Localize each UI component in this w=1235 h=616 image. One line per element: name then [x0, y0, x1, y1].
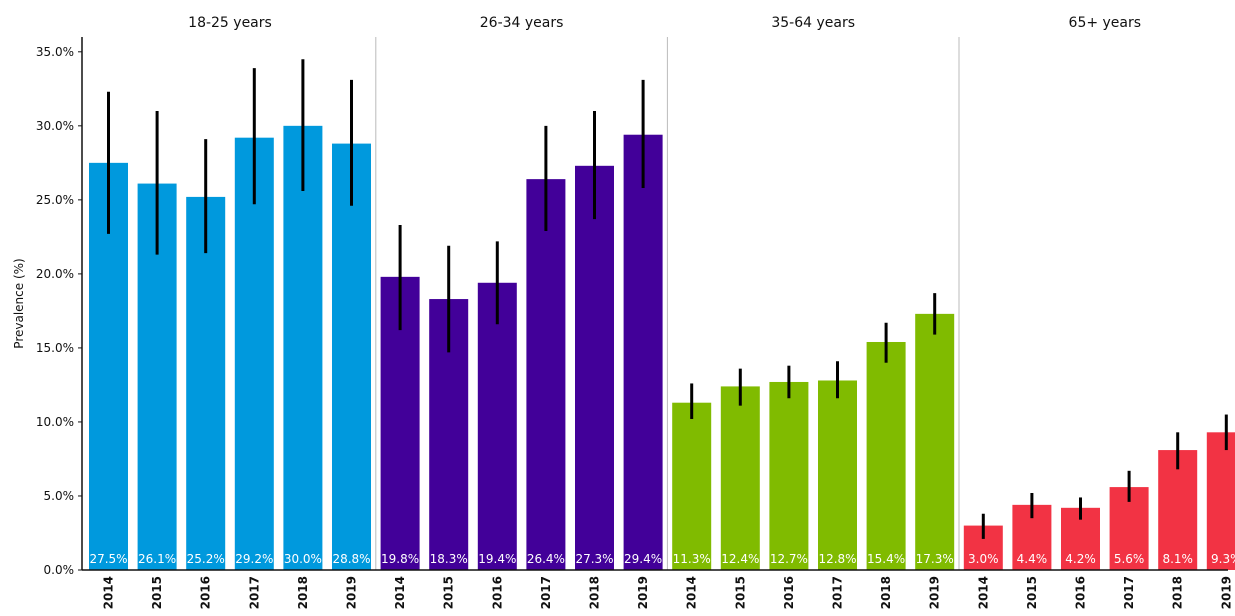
- bar-value-label: 30.0%: [284, 552, 322, 566]
- x-tick-label: 2015: [150, 576, 164, 609]
- axes: [78, 37, 1228, 571]
- bar-value-label: 28.8%: [332, 552, 370, 566]
- bar-value-label: 4.4%: [1017, 552, 1048, 566]
- y-axis-title: Prevalence (%): [12, 258, 26, 348]
- x-tick-label: 2019: [636, 576, 650, 609]
- chart-text: 0.0% 5.0% 10.0% 15.0% 20.0% 25.0% 30.0% 35.0% Pr…: [12, 15, 1235, 609]
- bar: [672, 402, 712, 570]
- bar-value-label: 26.4%: [527, 552, 565, 566]
- x-tick-label: 2015: [442, 576, 456, 609]
- x-tick-label: 2017: [247, 576, 261, 609]
- x-tick-label: 2018: [879, 576, 893, 609]
- x-tick-label: 2019: [345, 576, 359, 609]
- bar-value-label: 25.2%: [187, 552, 225, 566]
- x-tick-label: 2018: [1171, 576, 1185, 609]
- x-tick-label: 2019: [928, 576, 942, 609]
- panel-title: 26-34 years: [480, 15, 564, 31]
- x-tick-label: 2018: [296, 576, 310, 609]
- y-tick-label: 5.0%: [44, 489, 75, 503]
- bar-value-label: 26.1%: [138, 552, 176, 566]
- x-tick-label: 2017: [1122, 576, 1136, 609]
- x-tick-label: 2014: [102, 576, 116, 609]
- panel-title: 65+ years: [1069, 15, 1142, 31]
- y-tick-label: 10.0%: [36, 415, 74, 429]
- bar: [720, 386, 760, 570]
- panel-title: 18-25 years: [188, 15, 272, 31]
- bar-value-label: 4.2%: [1065, 552, 1096, 566]
- bar-value-label: 9.3%: [1211, 552, 1235, 566]
- panel-title: 35-64 years: [771, 15, 855, 31]
- bar-value-label: 3.0%: [968, 552, 999, 566]
- x-tick-label: 2017: [539, 576, 553, 609]
- bar: [234, 137, 274, 570]
- x-tick-label: 2014: [393, 576, 407, 609]
- bar-value-label: 12.7%: [770, 552, 808, 566]
- bars: [89, 125, 1235, 570]
- y-tick-label: 0.0%: [44, 563, 75, 577]
- bar-value-label: 29.4%: [624, 552, 662, 566]
- bar: [1158, 450, 1198, 570]
- error-bars: [107, 59, 1228, 539]
- bar: [769, 381, 809, 570]
- x-tick-label: 2018: [588, 576, 602, 609]
- bar-value-label: 19.4%: [478, 552, 516, 566]
- bar-value-label: 12.8%: [818, 552, 856, 566]
- bar-value-label: 11.3%: [673, 552, 711, 566]
- y-tick-label: 25.0%: [36, 193, 74, 207]
- bar: [283, 125, 323, 570]
- bar: [866, 341, 906, 570]
- x-tick-label: 2014: [685, 576, 699, 609]
- bar-value-label: 19.8%: [381, 552, 419, 566]
- bar: [477, 282, 517, 570]
- y-tick-label: 35.0%: [36, 45, 74, 59]
- bar: [623, 134, 663, 570]
- panel-dividers: [375, 37, 960, 570]
- bar-value-label: 29.2%: [235, 552, 273, 566]
- x-tick-label: 2015: [733, 576, 747, 609]
- bar: [818, 380, 857, 570]
- y-tick-label: 20.0%: [36, 267, 74, 281]
- bar-value-label: 18.3%: [430, 552, 468, 566]
- x-tick-label: 2017: [831, 576, 845, 609]
- x-tick-label: 2016: [199, 576, 213, 609]
- x-tick-label: 2015: [1025, 576, 1039, 609]
- y-tick-label: 30.0%: [36, 119, 74, 133]
- bar: [1206, 432, 1235, 570]
- bar-value-label: 27.5%: [89, 552, 127, 566]
- x-tick-label: 2016: [1074, 576, 1088, 609]
- bar: [332, 143, 371, 570]
- bar-value-label: 15.4%: [867, 552, 905, 566]
- bar-value-label: 5.6%: [1114, 552, 1145, 566]
- y-tick-label: 15.0%: [36, 341, 74, 355]
- x-tick-label: 2016: [490, 576, 504, 609]
- bar-value-label: 17.3%: [916, 552, 954, 566]
- bar-value-label: 27.3%: [575, 552, 613, 566]
- bar: [575, 165, 614, 570]
- bar: [186, 196, 226, 570]
- bar-value-label: 8.1%: [1162, 552, 1193, 566]
- x-tick-label: 2014: [976, 576, 990, 609]
- x-tick-label: 2016: [782, 576, 796, 609]
- x-tick-label: 2019: [1219, 576, 1233, 609]
- bar: [915, 313, 955, 570]
- bar: [526, 179, 566, 570]
- bar-value-label: 12.4%: [721, 552, 759, 566]
